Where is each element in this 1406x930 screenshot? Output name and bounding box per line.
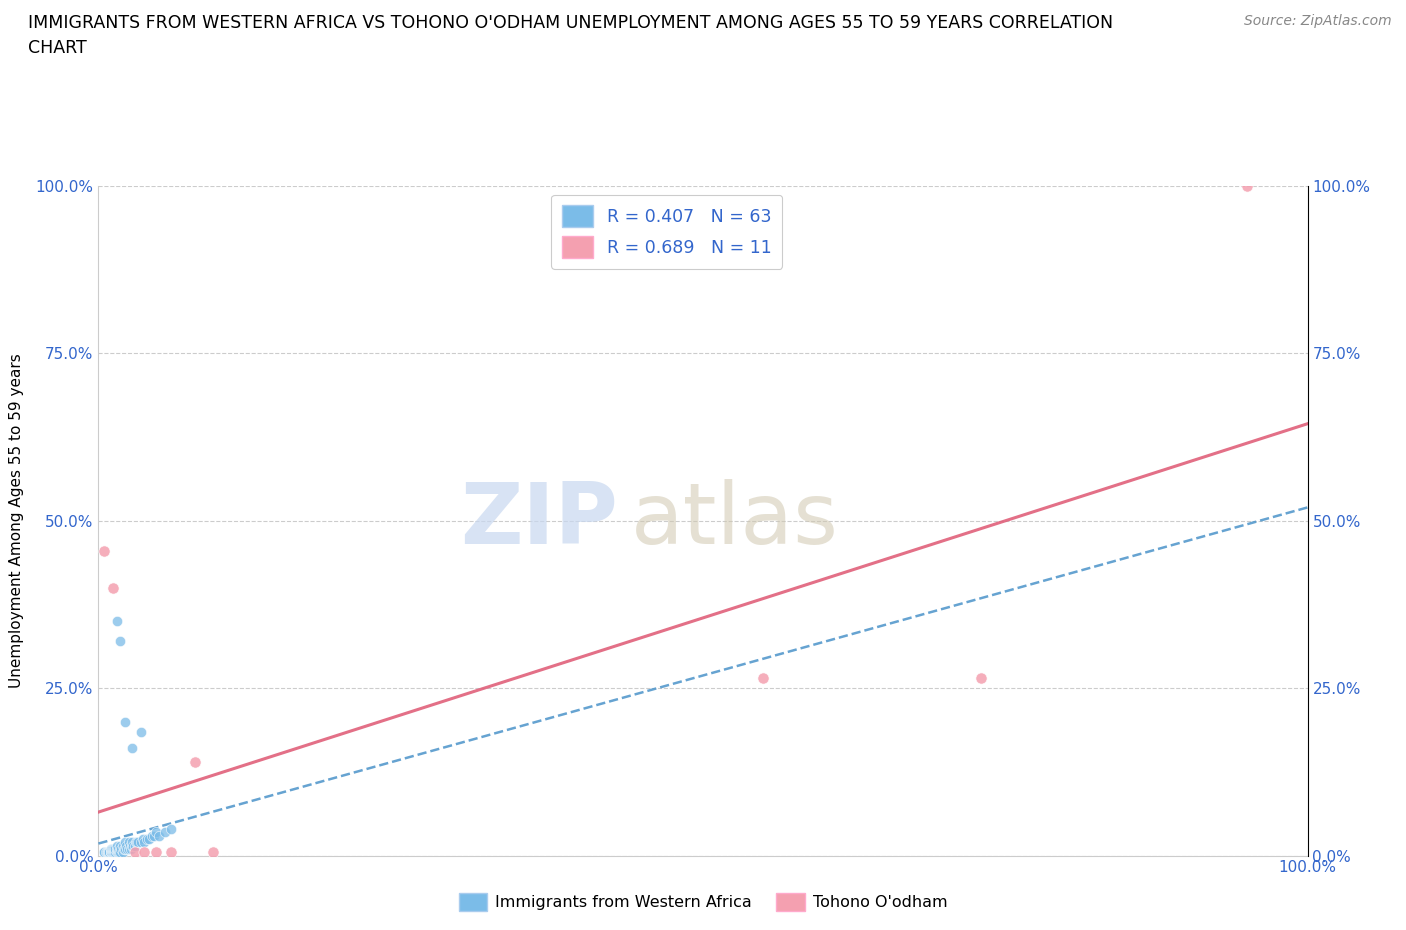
Point	[98, 844, 121, 859]
Point	[100, 842, 122, 857]
Point	[112, 842, 135, 857]
Point	[121, 741, 143, 756]
Point	[114, 714, 136, 729]
Point	[122, 838, 145, 853]
Point	[104, 844, 127, 859]
Point	[100, 844, 122, 859]
Point	[98, 844, 121, 859]
Point	[96, 844, 118, 859]
Point	[132, 831, 155, 846]
Point	[108, 634, 131, 649]
Point	[120, 842, 142, 857]
Point	[970, 671, 993, 685]
Point	[101, 580, 124, 595]
Point	[93, 543, 115, 558]
Text: ZIP: ZIP	[461, 479, 619, 563]
Text: IMMIGRANTS FROM WESTERN AFRICA VS TOHONO O'ODHAM UNEMPLOYMENT AMONG AGES 55 TO 5: IMMIGRANTS FROM WESTERN AFRICA VS TOHONO…	[28, 14, 1114, 32]
Point	[143, 828, 166, 843]
Point	[105, 844, 128, 859]
Point	[114, 842, 136, 857]
Legend: R = 0.407   N = 63, R = 0.689   N = 11: R = 0.407 N = 63, R = 0.689 N = 11	[551, 194, 782, 269]
Point	[108, 838, 131, 853]
Point	[135, 831, 157, 846]
Point	[97, 844, 120, 859]
Point	[111, 844, 134, 859]
Point	[111, 838, 134, 853]
Point	[127, 835, 149, 850]
Point	[115, 838, 138, 853]
Point	[118, 835, 141, 850]
Point	[100, 844, 122, 859]
Point	[121, 835, 143, 850]
Point	[107, 842, 129, 857]
Point	[148, 828, 170, 843]
Point	[101, 842, 124, 857]
Point	[100, 844, 122, 859]
Point	[145, 844, 167, 859]
Point	[118, 838, 141, 853]
Point	[100, 842, 122, 857]
Point	[107, 844, 129, 859]
Point	[138, 831, 160, 846]
Point	[1236, 179, 1258, 193]
Point	[145, 825, 167, 840]
Point	[134, 844, 156, 859]
Point	[134, 835, 156, 850]
Point	[114, 835, 136, 850]
Point	[124, 838, 146, 853]
Point	[153, 825, 176, 840]
Point	[94, 844, 117, 859]
Point	[108, 844, 131, 859]
Point	[121, 838, 143, 853]
Point	[93, 844, 115, 859]
Point	[101, 844, 124, 859]
Point	[184, 754, 207, 769]
Point	[160, 844, 183, 859]
Y-axis label: Unemployment Among Ages 55 to 59 years: Unemployment Among Ages 55 to 59 years	[10, 353, 24, 688]
Point	[160, 821, 183, 836]
Point	[105, 842, 128, 857]
Legend: Immigrants from Western Africa, Tohono O'odham: Immigrants from Western Africa, Tohono O…	[453, 886, 953, 917]
Point	[202, 844, 225, 859]
Point	[129, 724, 152, 739]
Point	[108, 844, 131, 859]
Point	[105, 614, 128, 629]
Point	[752, 671, 775, 685]
Point	[97, 844, 120, 859]
Point	[141, 828, 163, 843]
Point	[105, 838, 128, 853]
Text: CHART: CHART	[28, 39, 87, 57]
Point	[93, 844, 115, 859]
Point	[110, 842, 132, 857]
Point	[118, 842, 141, 857]
Point	[100, 844, 122, 859]
Point	[103, 844, 125, 859]
Text: Source: ZipAtlas.com: Source: ZipAtlas.com	[1244, 14, 1392, 28]
Point	[127, 835, 149, 850]
Point	[124, 844, 146, 859]
Point	[129, 835, 152, 850]
Point	[125, 835, 148, 850]
Point	[103, 842, 125, 857]
Text: atlas: atlas	[630, 479, 838, 563]
Point	[117, 842, 139, 857]
Point	[104, 842, 127, 857]
